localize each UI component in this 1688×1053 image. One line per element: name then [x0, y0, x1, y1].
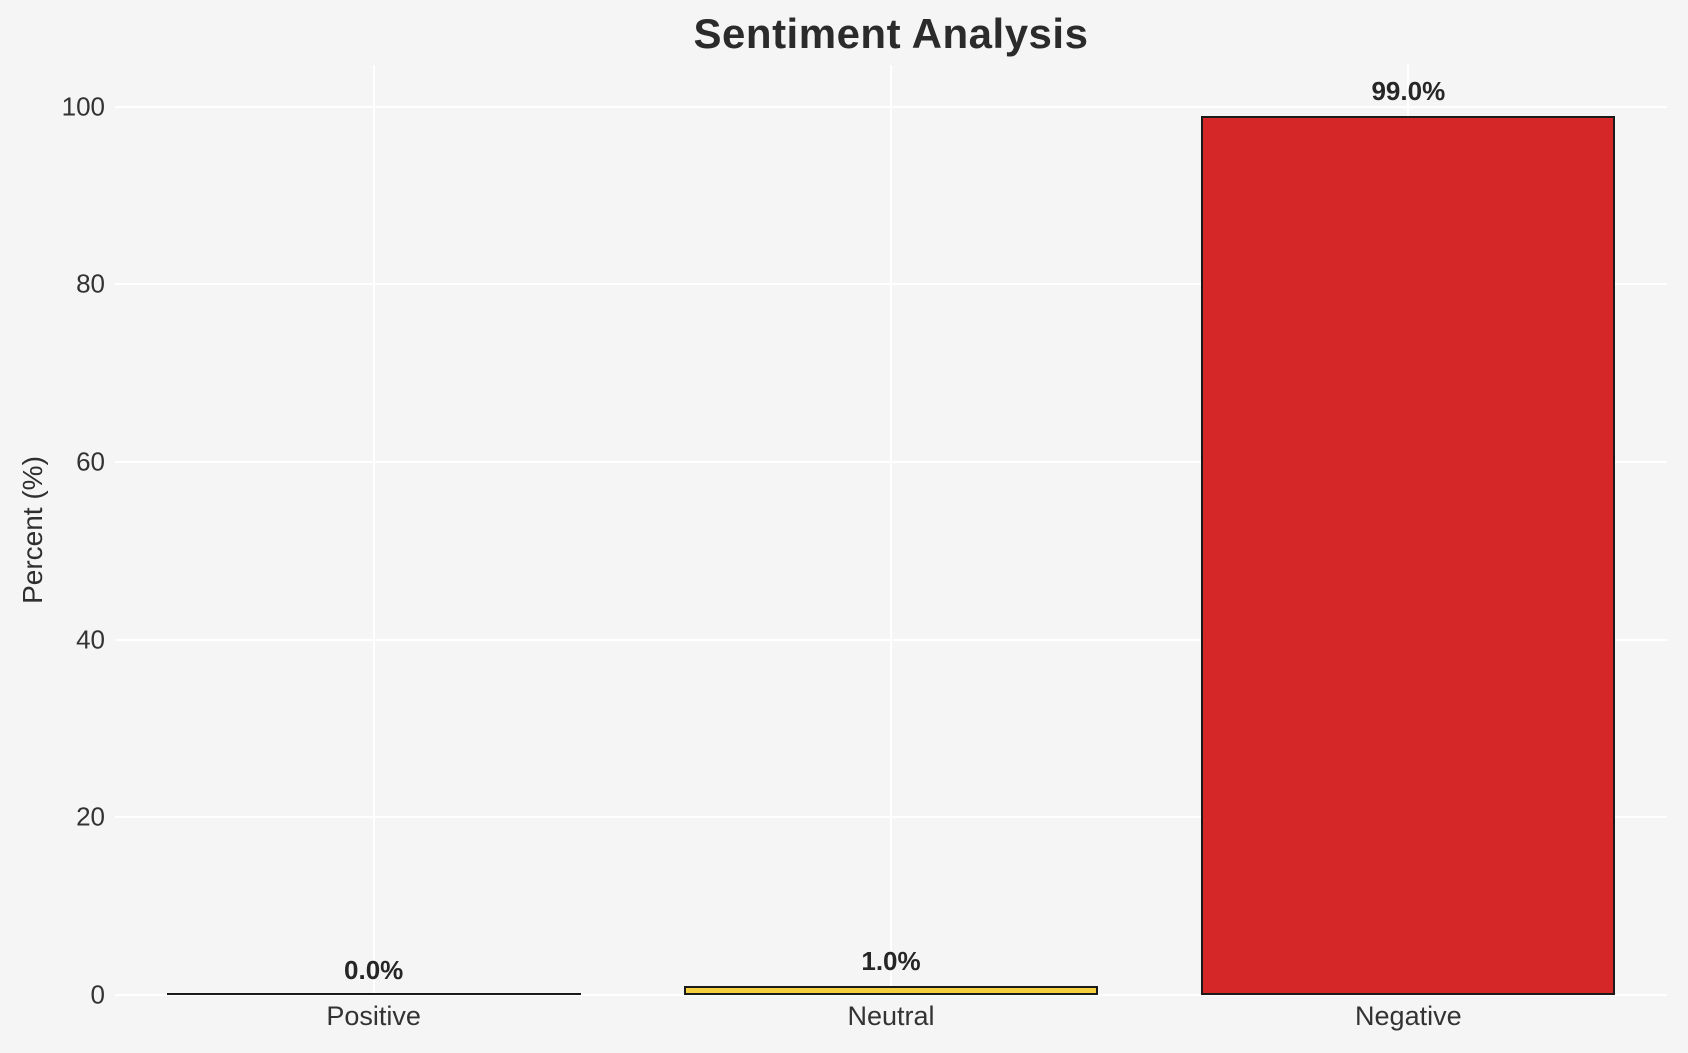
- bar-value-label-negative: 99.0%: [1371, 75, 1446, 106]
- bar-neutral: [684, 986, 1098, 995]
- y-axis-label: Percent (%): [17, 456, 48, 604]
- y-tick-label-100: 100: [61, 91, 105, 122]
- plot-area: 0.0% 1.0% 99.0%: [115, 65, 1667, 996]
- x-tick-label-neutral: Neutral: [847, 1001, 935, 1031]
- x-tick-label-negative: Negative: [1355, 1001, 1462, 1031]
- y-tick-label-20: 20: [76, 801, 105, 832]
- x-tick-label-positive: Positive: [326, 1001, 421, 1031]
- bar-positive: [166, 992, 581, 995]
- y-tick-label-0: 0: [90, 979, 105, 1010]
- bar-negative: [1201, 115, 1616, 995]
- gridline-horizontal-0: [115, 994, 1667, 996]
- gridline-vertical-neutral: [890, 65, 892, 995]
- chart-title: Sentiment Analysis: [693, 10, 1089, 57]
- y-tick-label-60: 60: [76, 446, 105, 477]
- bar-value-label-positive: 0.0%: [344, 955, 404, 985]
- bar-value-label-neutral: 1.0%: [861, 946, 921, 977]
- y-tick-label-40: 40: [76, 624, 105, 655]
- y-tick-label-80: 80: [76, 268, 105, 299]
- gridline-vertical-positive: [372, 65, 375, 995]
